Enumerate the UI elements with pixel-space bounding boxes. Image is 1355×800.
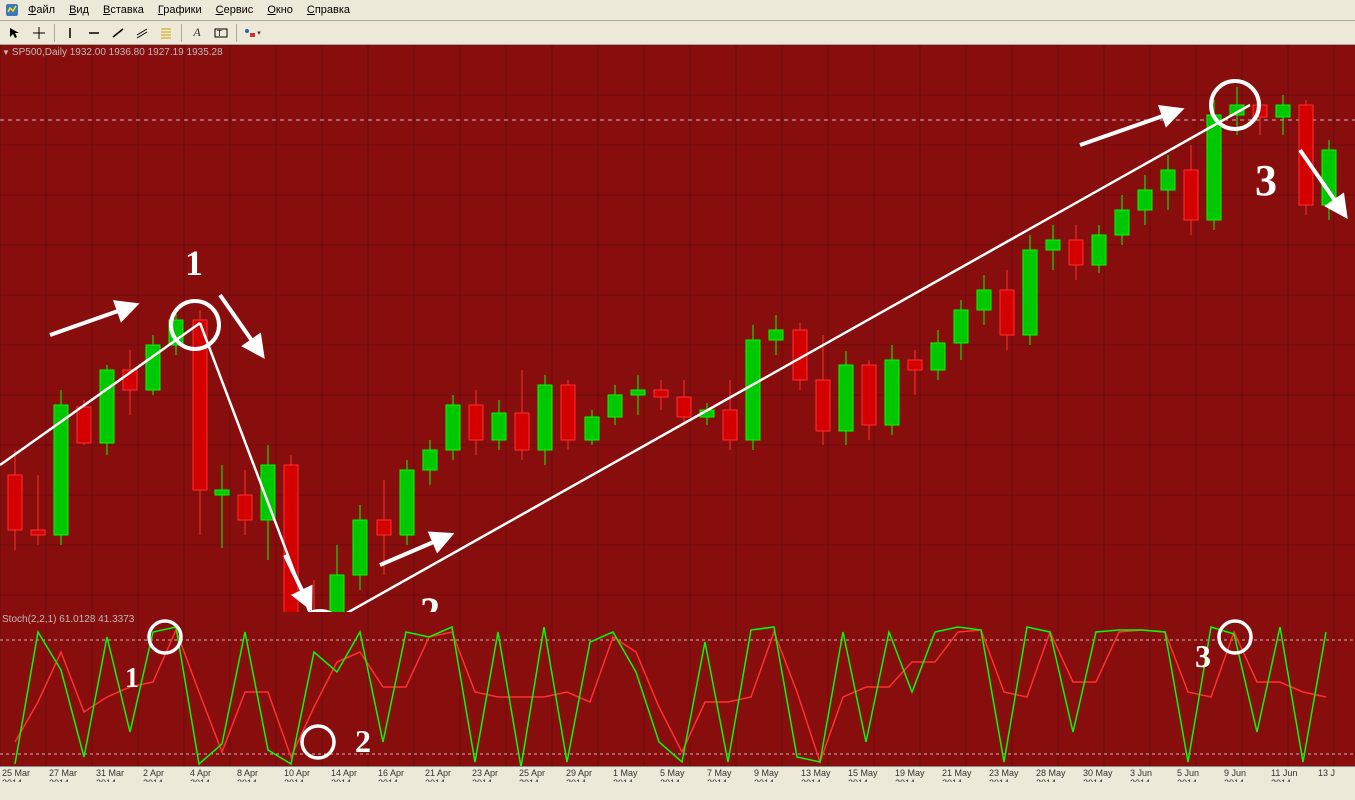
tool-cursor[interactable] [4, 23, 26, 43]
svg-text:2: 2 [420, 589, 440, 612]
indicator-title: Stoch(2,2,1) 61.0128 41.3373 [2, 614, 134, 625]
xaxis-label: 25 Mar 2014 [0, 767, 47, 782]
tool-hline[interactable] [83, 23, 105, 43]
tool-channel[interactable] [131, 23, 153, 43]
svg-text:2: 2 [355, 723, 371, 759]
menu-service[interactable]: Сервис [210, 2, 260, 18]
toolbar-separator [236, 24, 237, 42]
menu-charts[interactable]: Графики [152, 2, 208, 18]
menu-window[interactable]: Окно [261, 2, 299, 18]
menu-file[interactable]: Файл [22, 2, 61, 18]
xaxis-label: 5 Jun 2014 [1175, 767, 1222, 782]
menubar: Файл Вид Вставка Графики Сервис Окно Спр… [0, 0, 1355, 21]
tool-label[interactable]: T [210, 23, 232, 43]
xaxis-label: 2 Apr 2014 [141, 767, 188, 782]
xaxis-label: 5 May 2014 [658, 767, 705, 782]
xaxis-label: 23 Apr 2014 [470, 767, 517, 782]
xaxis-label: 23 May 2014 [987, 767, 1034, 782]
charts-area: ▼SP500,Daily 1932.00 1936.80 1927.19 193… [0, 45, 1355, 782]
xaxis-label: 31 Mar 2014 [94, 767, 141, 782]
svg-text:3: 3 [1255, 156, 1277, 205]
svg-text:T: T [217, 29, 222, 38]
toolbar: A T ▾ [0, 21, 1355, 45]
main-chart-svg: 1 2 3 [0, 45, 1355, 612]
xaxis-label: 1 May 2014 [611, 767, 658, 782]
xaxis-label: 19 May 2014 [893, 767, 940, 782]
xaxis-label: 3 Jun 2014 [1128, 767, 1175, 782]
xaxis-label: 7 May 2014 [705, 767, 752, 782]
xaxis-label: 9 Jun 2014 [1222, 767, 1269, 782]
xaxis-label: 21 May 2014 [940, 767, 987, 782]
menu-view[interactable]: Вид [63, 2, 95, 18]
menu-insert[interactable]: Вставка [97, 2, 150, 18]
xaxis-label: 27 Mar 2014 [47, 767, 94, 782]
svg-text:3: 3 [1195, 638, 1211, 674]
toolbar-separator [54, 24, 55, 42]
svg-text:1: 1 [125, 663, 139, 694]
xaxis-label: 11 Jun 2014 [1269, 767, 1316, 782]
xaxis-label: 4 Apr 2014 [188, 767, 235, 782]
main-chart[interactable]: ▼SP500,Daily 1932.00 1936.80 1927.19 193… [0, 45, 1355, 612]
xaxis-label: 13 J [1316, 767, 1355, 782]
xaxis-label: 13 May 2014 [799, 767, 846, 782]
chart-title: ▼SP500,Daily 1932.00 1936.80 1927.19 193… [2, 47, 223, 58]
tool-vline[interactable] [59, 23, 81, 43]
menu-help[interactable]: Справка [301, 2, 356, 18]
tool-trendline[interactable] [107, 23, 129, 43]
tool-objects[interactable]: ▾ [241, 23, 263, 43]
xaxis-label: 15 May 2014 [846, 767, 893, 782]
xaxis-label: 9 May 2014 [752, 767, 799, 782]
xaxis-label: 8 Apr 2014 [235, 767, 282, 782]
xaxis-label: 21 Apr 2014 [423, 767, 470, 782]
app-icon [4, 2, 20, 18]
indicator-chart-svg: 1 2 3 [0, 612, 1355, 782]
tool-fibo[interactable] [155, 23, 177, 43]
xaxis-label: 30 May 2014 [1081, 767, 1128, 782]
tool-crosshair[interactable] [28, 23, 50, 43]
xaxis-label: 25 Apr 2014 [517, 767, 564, 782]
xaxis-label: 28 May 2014 [1034, 767, 1081, 782]
svg-text:1: 1 [185, 243, 203, 283]
xaxis-label: 16 Apr 2014 [376, 767, 423, 782]
xaxis-label: 10 Apr 2014 [282, 767, 329, 782]
tool-text[interactable]: A [186, 23, 208, 43]
indicator-chart[interactable]: Stoch(2,2,1) 61.0128 41.3373 1 2 3 [0, 612, 1355, 782]
x-axis: 25 Mar 201427 Mar 201431 Mar 20142 Apr 2… [0, 766, 1355, 782]
xaxis-label: 14 Apr 2014 [329, 767, 376, 782]
toolbar-separator [181, 24, 182, 42]
xaxis-label: 29 Apr 2014 [564, 767, 611, 782]
